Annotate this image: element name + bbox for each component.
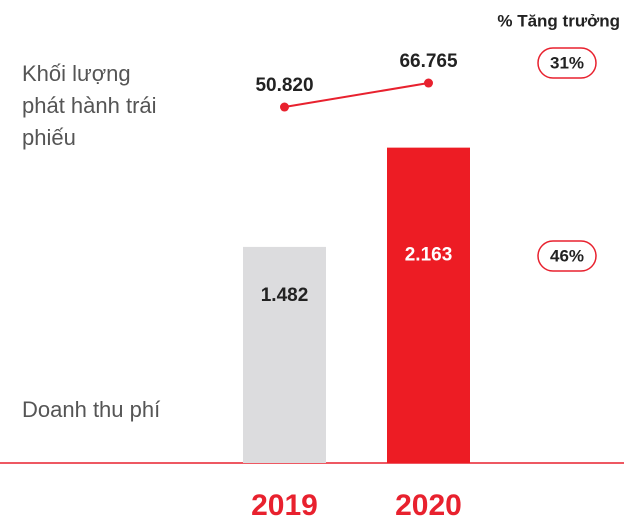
growth-title: % Tăng trưởng: [497, 11, 620, 30]
x-tick-label: 2019: [251, 489, 318, 522]
bar: [243, 246, 326, 463]
growth-label: 31%: [550, 53, 584, 72]
bar-value-label: 1.482: [261, 285, 309, 306]
growth-pill: [537, 47, 597, 79]
line-series-label: Khối lượng phát hành trái phiếu: [22, 61, 157, 150]
growth-label: 46%: [550, 246, 584, 265]
line-point: [424, 78, 433, 88]
line: [284, 82, 429, 109]
bar: [387, 147, 470, 464]
bar-series-label: Doanh thu phí: [22, 397, 161, 422]
growth-pill: [537, 240, 597, 272]
line-value-label: 66.765: [399, 51, 458, 72]
line-value-label: 50.820: [255, 75, 313, 96]
line-point: [280, 102, 289, 112]
x-tick-label: 2020: [395, 489, 462, 522]
bar-value-label: 2.163: [405, 245, 453, 266]
